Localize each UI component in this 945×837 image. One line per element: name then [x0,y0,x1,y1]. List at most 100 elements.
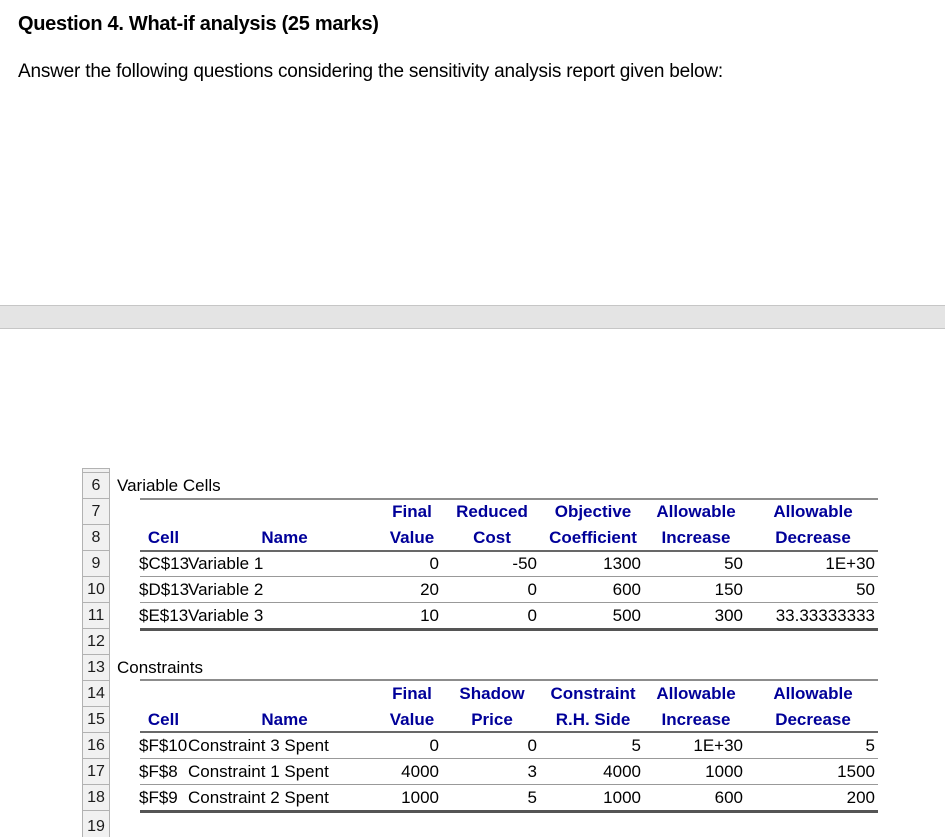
question-intro: Answer the following questions consideri… [18,61,723,82]
cell-ref: $F$10 [139,736,188,755]
header-final: Final [392,502,432,521]
rule-under-variable-cells-header [140,550,878,552]
cell-name: Constraint 3 Spent [188,736,329,755]
rule-under-constraints-label [140,679,878,681]
cell-ref: $F$8 [139,762,178,781]
allowable-increase: 50 [724,554,743,573]
row-number: 18 [82,785,110,811]
table-row: $C$13 Variable 1 0 -50 1300 50 1E+30 [136,551,879,577]
cell-name: Constraint 2 Spent [188,788,329,807]
table-row: $D$13 Variable 2 20 0 600 150 50 [136,577,879,603]
rule-under-constraints-header [140,731,878,733]
header-spacer [136,681,188,707]
header-allowable: Allowable [656,502,736,521]
row-number: 7 [82,499,110,525]
header-allowable: Allowable [773,684,853,703]
allowable-increase: 300 [714,606,743,625]
cell-name: Variable 1 [188,554,264,573]
objective-coefficient: 600 [612,580,641,599]
allowable-increase: 150 [714,580,743,599]
question-title: Question 4. What-if analysis (25 marks) [18,13,379,35]
table-row: $F$10 Constraint 3 Spent 0 0 5 1E+30 5 [136,733,879,759]
shadow-price: 5 [527,788,537,807]
rule-constraints-bottom [140,810,878,813]
header-final: Final [392,684,432,703]
header-reduced: Reduced [456,502,528,521]
allowable-decrease: 50 [856,580,875,599]
section-divider [0,305,945,329]
header-allowable: Allowable [656,684,736,703]
header-increase: Increase [661,710,731,729]
rule-row-separator [140,602,878,603]
allowable-decrease: 200 [846,788,875,807]
row-number: 19 [82,811,110,837]
section-label-constraints: Constraints [117,658,203,677]
constraint-rhs: 1000 [603,788,641,807]
reduced-cost: 0 [527,580,537,599]
table-row: $E$13 Variable 3 10 0 500 300 33.3333333… [136,603,879,629]
reduced-cost: -50 [512,554,537,573]
header-name: Name [261,528,308,547]
header-rhs: R.H. Side [555,710,631,729]
constraint-rhs: 4000 [603,762,641,781]
variable-cells-header-row: Cell Name Value Cost Coefficient Increas… [136,525,879,551]
cell-ref: $C$13 [139,554,190,573]
row-number-column: 6 7 8 9 10 11 12 13 14 15 16 17 18 19 [82,468,110,837]
header-price: Price [471,710,513,729]
table-row: $F$8 Constraint 1 Spent 4000 3 4000 1000… [136,759,879,785]
allowable-increase: 600 [714,788,743,807]
final-value: 4000 [401,762,439,781]
row-number: 12 [82,629,110,655]
header-coefficient: Coefficient [549,528,637,547]
table-row: $F$9 Constraint 2 Spent 1000 5 1000 600 … [136,785,879,811]
header-allowable: Allowable [773,502,853,521]
row-number: 14 [82,681,110,707]
rule-row-separator [140,784,878,785]
rule-row-separator [140,758,878,759]
header-increase: Increase [661,528,731,547]
sensitivity-report-spreadsheet: 6 7 8 9 10 11 12 13 14 15 16 17 18 19 Va… [82,468,945,837]
rule-variable-cells-bottom [140,628,878,631]
header-shadow: Shadow [459,684,525,703]
final-value: 1000 [401,788,439,807]
row-number: 9 [82,551,110,577]
header-decrease: Decrease [775,710,851,729]
rule-under-variable-cells-label [140,498,878,500]
header-name: Name [261,710,308,729]
header-spacer [136,499,188,525]
row-number: 6 [82,473,110,499]
row-number: 17 [82,759,110,785]
header-spacer [188,681,381,707]
reduced-cost: 0 [527,606,537,625]
cell-ref: $E$13 [139,606,189,625]
header-cost: Cost [473,528,511,547]
header-constraint: Constraint [550,684,636,703]
row-number: 11 [82,603,110,629]
allowable-increase: 1E+30 [693,736,743,755]
row-number: 10 [82,577,110,603]
constraints-header-row: Cell Name Value Price R.H. Side Increase… [136,707,879,733]
row-number: 15 [82,707,110,733]
variable-cells-header-top-row: Final Reduced Objective Allowable Allowa… [136,499,879,525]
allowable-increase: 1000 [705,762,743,781]
section-label-variable-cells: Variable Cells [117,476,221,495]
header-cell: Cell [147,710,180,729]
shadow-price: 0 [527,736,537,755]
header-cell: Cell [147,528,180,547]
final-value: 10 [420,606,439,625]
allowable-decrease: 1500 [837,762,875,781]
objective-coefficient: 1300 [603,554,641,573]
header-value: Value [389,528,435,547]
cell-name: Variable 2 [188,580,264,599]
cell-ref: $D$13 [139,580,190,599]
row-number: 13 [82,655,110,681]
cell-name: Constraint 1 Spent [188,762,329,781]
final-value: 20 [420,580,439,599]
allowable-decrease: 33.33333333 [775,606,875,625]
header-decrease: Decrease [775,528,851,547]
rule-row-separator [140,576,878,577]
constraint-rhs: 5 [631,736,641,755]
final-value: 0 [429,554,439,573]
objective-coefficient: 500 [612,606,641,625]
